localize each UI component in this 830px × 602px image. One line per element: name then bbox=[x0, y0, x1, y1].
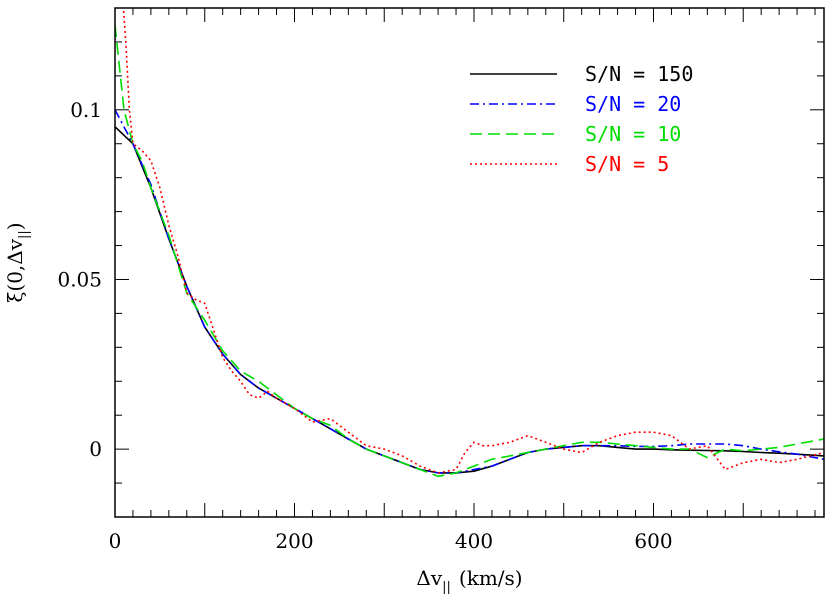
series-line-2 bbox=[115, 109, 824, 474]
series-line-4 bbox=[122, 8, 824, 474]
y-axis-label-subscript: || bbox=[17, 230, 32, 239]
y-tick-label: 0.1 bbox=[70, 98, 102, 122]
y-axis-label-main: ξ(0,Δv bbox=[3, 238, 27, 302]
x-axis-label: Δv|| (km/s) bbox=[416, 566, 522, 595]
tick-labels: 0 200 400 600 0 0.05 0.1 bbox=[57, 98, 672, 553]
y-tick-label: 0 bbox=[89, 437, 102, 461]
x-axis-label-main: Δv bbox=[416, 566, 442, 590]
legend-label-1: S/N = 150 bbox=[585, 62, 693, 86]
legend-label-3: S/N = 10 bbox=[585, 122, 681, 146]
x-axis-label-unit: (km/s) bbox=[459, 566, 523, 590]
y-axis-label-end: ) bbox=[3, 222, 27, 230]
x-tick-label: 400 bbox=[455, 529, 493, 553]
legend-label-2: S/N = 20 bbox=[585, 92, 681, 116]
x-tick-label: 200 bbox=[275, 529, 313, 553]
legend: S/N = 150 S/N = 20 S/N = 10 S/N = 5 bbox=[470, 62, 693, 176]
x-tick-label: 0 bbox=[109, 529, 122, 553]
series-line-1 bbox=[115, 126, 824, 474]
y-tick-label: 0.05 bbox=[57, 267, 102, 291]
x-tick-label: 600 bbox=[634, 529, 672, 553]
x-axis-label-subscript: || bbox=[442, 580, 451, 595]
axis-ticks bbox=[114, 7, 824, 518]
series-line-3 bbox=[115, 24, 824, 478]
legend-label-4: S/N = 5 bbox=[585, 152, 669, 176]
y-axis-label: ξ(0,Δv||) bbox=[3, 222, 32, 302]
plot-frame bbox=[114, 7, 825, 518]
series-layer bbox=[115, 8, 824, 478]
